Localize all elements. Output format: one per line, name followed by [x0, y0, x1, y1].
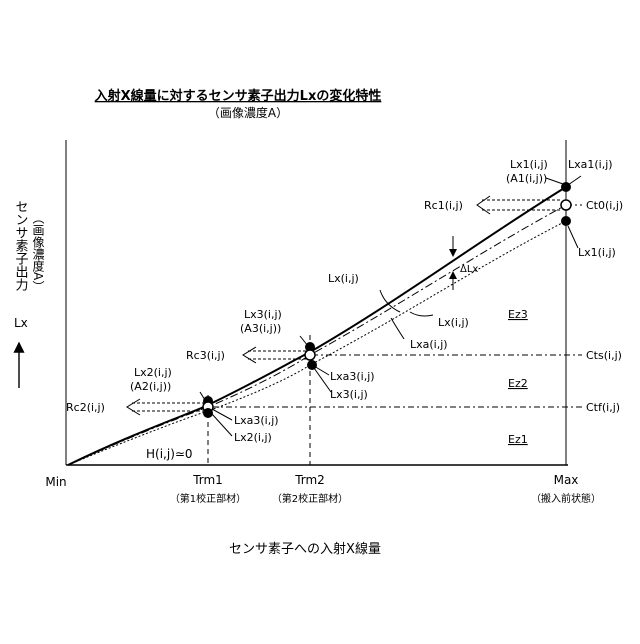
label-lxa3-top: Lxa3(i,j): [330, 370, 375, 383]
point-cts-open: [305, 350, 315, 360]
x-tick-trm1-note: （第1校正部材）: [170, 492, 246, 505]
x-tick-trm2-note: （第2校正部材）: [272, 492, 348, 505]
label-cts: Cts(i,j): [586, 349, 622, 362]
label-lxa-curve: Lxa(i,j): [410, 338, 448, 351]
zone-ez2: Ez2: [508, 377, 528, 390]
rc3-arrow: [243, 347, 306, 363]
label-a1: (A1(i,j)): [506, 172, 547, 185]
y-axis-sub-label: （画像濃度A）: [31, 212, 45, 292]
zone-ez1: Ez1: [508, 433, 528, 446]
label-lxa3-low: Lxa3(i,j): [234, 414, 279, 427]
formula-h: H(i,j)≃0: [146, 447, 193, 461]
lxa-curve: [68, 205, 566, 465]
point-lx3-low: [307, 360, 317, 370]
y-axis-label: センサ素子出力: [13, 200, 29, 292]
point-ct0-open: [561, 200, 571, 210]
diagram-subtitle: （画像濃度A）: [208, 105, 288, 120]
label-ctf: Ctf(i,j): [586, 401, 620, 414]
label-lx2-low: Lx2(i,j): [234, 431, 272, 444]
y-axis-unit: Lx: [14, 316, 28, 330]
rc1-arrow: [477, 196, 562, 214]
delta-label: ΔLx: [460, 264, 478, 275]
label-rc2: Rc2(i,j): [66, 401, 105, 414]
zone-ez3: Ez3: [508, 308, 528, 321]
label-lx3: Lx3(i,j): [244, 308, 282, 321]
point-lxa1-top: [561, 182, 571, 192]
label-a3: (A3(i,j)): [240, 322, 281, 335]
x-tick-trm1: Trm1: [192, 473, 223, 487]
x-axis-label: センサ素子への入射X線量: [229, 541, 381, 557]
x-tick-trm2: Trm2: [294, 473, 325, 487]
x-tick-max: Max: [554, 473, 579, 487]
point-lx1-low: [561, 216, 571, 226]
point-lx2-low: [203, 408, 213, 418]
lx-curve: [68, 187, 566, 465]
label-lx-curve: Lx(i,j): [328, 272, 359, 285]
label-lx1-top: Lx1(i,j): [510, 158, 548, 171]
label-lx-line: Lx(i,j): [438, 316, 469, 329]
label-lx1-low: Lx1(i,j): [578, 246, 616, 259]
lx-low-curve: [68, 221, 566, 465]
diagram-title: 入射X線量に対するセンサ素子出力Lxの変化特性: [95, 88, 382, 104]
label-lx2: Lx2(i,j): [134, 366, 172, 379]
label-lx3-low: Lx3(i,j): [330, 388, 368, 401]
label-a2: (A2(i,j)): [130, 380, 171, 393]
label-lxa1: Lxa1(i,j): [568, 158, 613, 171]
label-rc3: Rc3(i,j): [186, 349, 225, 362]
x-tick-max-note: （搬入前状態）: [531, 492, 601, 505]
label-rc1: Rc1(i,j): [424, 199, 463, 212]
x-tick-min: Min: [45, 475, 66, 489]
label-ct0: Ct0(i,j): [586, 199, 623, 212]
